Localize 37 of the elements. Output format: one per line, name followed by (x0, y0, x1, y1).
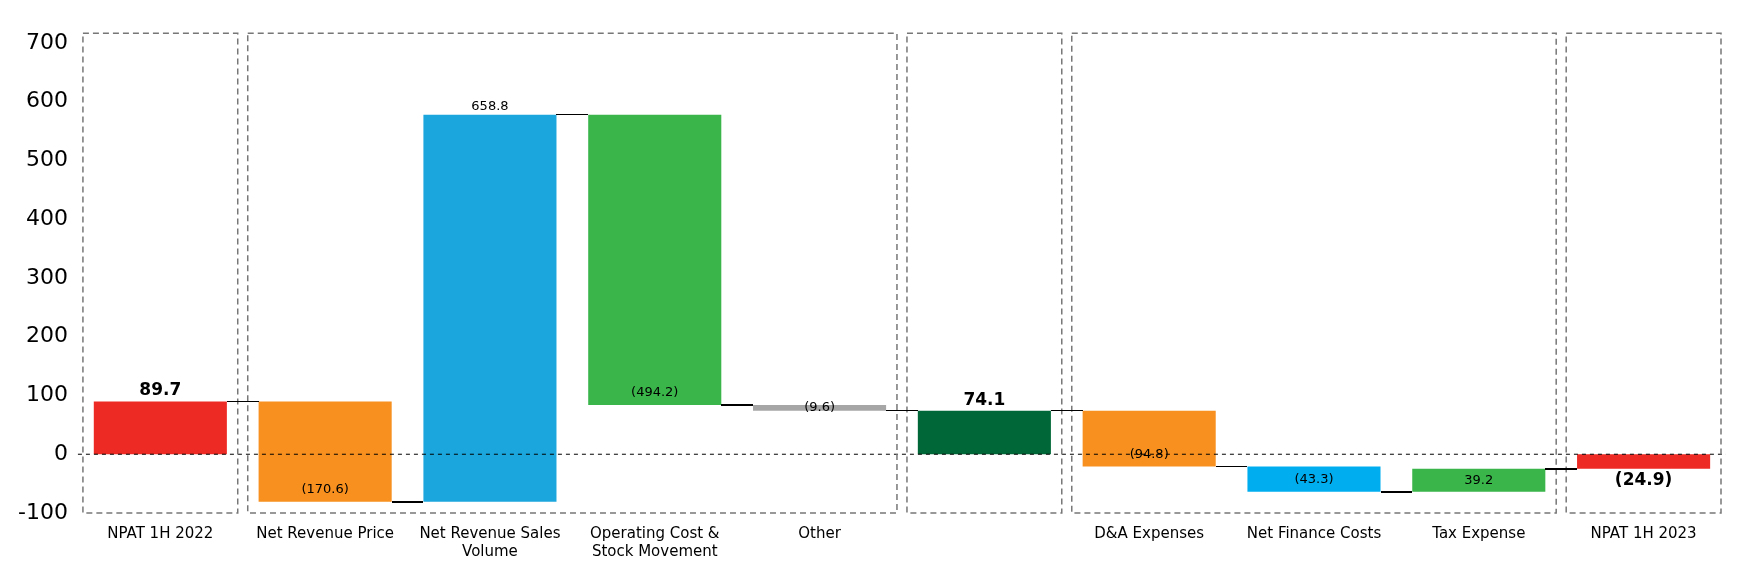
x-tick-label: NPAT 1H 2023 (1590, 523, 1697, 542)
bar (917, 410, 1051, 455)
x-tick-label: Net Revenue Price (256, 523, 395, 542)
y-tick-label: 500 (25, 146, 68, 172)
data-label: (9.6) (804, 399, 835, 415)
x-tick-label: D&A Expenses (1094, 523, 1205, 542)
y-tick-label: 100 (25, 381, 68, 407)
bar (93, 401, 227, 455)
data-label: (43.3) (1294, 470, 1334, 486)
y-tick-label: 400 (25, 204, 68, 230)
data-label: 89.7 (139, 379, 182, 400)
data-label: 39.2 (1464, 471, 1494, 487)
bar (423, 114, 557, 502)
bar (1082, 410, 1216, 467)
x-tick-label: Operating Cost & Stock Movement (589, 523, 720, 560)
bar (258, 401, 392, 502)
y-tick-label: 700 (25, 28, 68, 54)
y-tick-label: 0 (53, 439, 68, 465)
bar (1412, 468, 1546, 492)
data-label: (494.2) (631, 384, 679, 400)
y-tick-label: -100 (17, 498, 68, 524)
x-tick-label: Tax Expense (1431, 523, 1526, 542)
y-tick-label: 300 (25, 263, 68, 289)
bar (1577, 454, 1711, 469)
data-label: (24.9) (1614, 468, 1673, 489)
x-tick-label: Net Revenue Sales Volume (419, 523, 561, 560)
x-tick-label: Other (798, 523, 842, 542)
bar (1247, 466, 1381, 492)
y-tick-label: 200 (25, 322, 68, 348)
x-tick-label: Net Finance Costs (1246, 523, 1382, 542)
data-label: (94.8) (1129, 445, 1169, 461)
data-label: (170.6) (301, 481, 349, 497)
data-label: 658.8 (471, 97, 509, 113)
bar (588, 114, 722, 406)
data-label: 74.1 (963, 388, 1006, 409)
x-tick-label: NPAT 1H 2022 (107, 523, 214, 542)
y-tick-label: 600 (25, 87, 68, 113)
